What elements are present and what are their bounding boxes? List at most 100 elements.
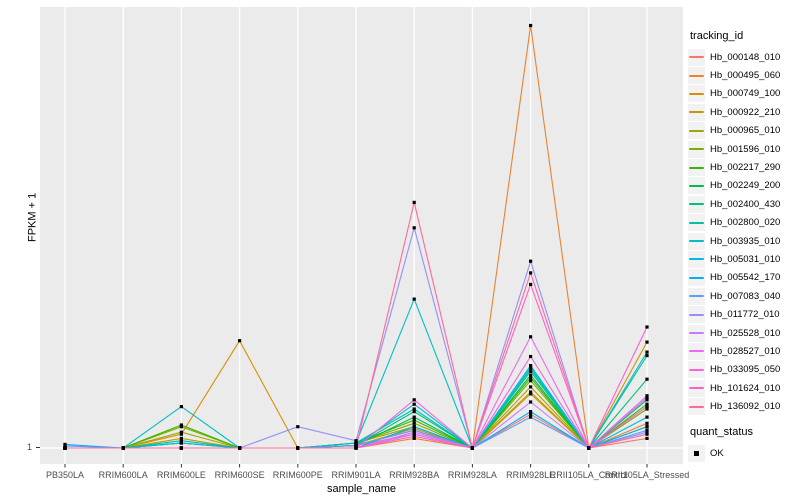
line-swatch-icon bbox=[689, 313, 704, 316]
x-tick-label-RRIM928LA: RRIM928LA bbox=[447, 470, 497, 480]
legend-item-Hb_000495_060: Hb_000495_060 bbox=[688, 66, 800, 85]
legend-item-label: Hb_002400_430 bbox=[710, 198, 781, 210]
legend-item-label: Hb_000749_100 bbox=[710, 88, 781, 100]
x-tick-label-RRIM600PE: RRIM600PE bbox=[272, 470, 323, 480]
tracking-id-legend-title: tracking_id bbox=[690, 30, 744, 42]
x-tick-label-RRIM928BA: RRIM928BA bbox=[389, 470, 440, 480]
legend-item-Hb_002400_430: Hb_002400_430 bbox=[688, 195, 800, 213]
line-swatch-icon bbox=[689, 184, 704, 187]
legend-color-swatch bbox=[688, 250, 705, 268]
legend-item-Hb_000965_010: Hb_000965_010 bbox=[688, 122, 800, 140]
ok-point-swatch bbox=[688, 444, 705, 462]
line-swatch-icon bbox=[689, 74, 704, 77]
line-swatch-icon bbox=[689, 148, 704, 151]
legend-item-Hb_000922_210: Hb_000922_210 bbox=[688, 103, 800, 121]
line-swatch-icon bbox=[689, 129, 704, 132]
x-tick-label-RRIM600LA: RRIM600LA bbox=[98, 470, 148, 480]
x-tick-label-PB350LA: PB350LA bbox=[45, 470, 85, 480]
legend-item-label: Hb_136092_010 bbox=[710, 401, 781, 413]
legend-color-swatch bbox=[688, 214, 705, 232]
square-point-icon bbox=[694, 450, 699, 456]
line-swatch-icon bbox=[689, 221, 704, 224]
legend-item-label: Hb_007083_040 bbox=[710, 290, 781, 302]
legend-item-label: Hb_002249_200 bbox=[710, 180, 781, 192]
legend-color-swatch bbox=[688, 67, 705, 85]
legend-item-label: Hb_003935_010 bbox=[710, 235, 781, 247]
legend-item-label: Hb_028527_010 bbox=[710, 345, 781, 357]
legend-item-Hb_005542_170: Hb_005542_170 bbox=[688, 269, 800, 287]
legend-item-label: OK bbox=[710, 447, 724, 459]
tracking-id-legend-items: Hb_000148_010 Hb_000495_060 Hb_000749_100 H… bbox=[688, 48, 800, 416]
legend-item-label: Hb_000922_210 bbox=[710, 106, 781, 118]
line-swatch-icon bbox=[689, 405, 704, 408]
legend-item-Hb_002249_200: Hb_002249_200 bbox=[688, 177, 800, 195]
legend-color-swatch bbox=[688, 342, 705, 360]
line-swatch-icon bbox=[689, 368, 704, 371]
legend-item-Hb_002800_020: Hb_002800_020 bbox=[688, 214, 800, 232]
legend-item-Hb_005031_010: Hb_005031_010 bbox=[688, 250, 800, 268]
x-tick-label-RRIM600SE: RRIM600SE bbox=[214, 470, 265, 480]
y-axis-title: FPKM + 1 bbox=[26, 192, 39, 242]
line-swatch-icon bbox=[689, 332, 704, 335]
y-tick-mark bbox=[36, 447, 40, 448]
legend-item-label: Hb_101624_010 bbox=[710, 382, 781, 394]
legend-item-label: Hb_011772_010 bbox=[710, 309, 780, 321]
legend-item-label: Hb_005542_170 bbox=[710, 272, 781, 284]
line-swatch-icon bbox=[689, 350, 704, 353]
legend-color-swatch bbox=[688, 85, 705, 103]
legend-item-Hb_000148_010: Hb_000148_010 bbox=[688, 48, 800, 66]
legend-item-label: Hb_002217_290 bbox=[710, 162, 781, 174]
x-tick-label-RRIM928LE: RRIM928LE bbox=[506, 470, 556, 480]
legend-item-label: Hb_000965_010 bbox=[710, 125, 781, 137]
x-tick-label-RRIM600LE: RRIM600LE bbox=[156, 470, 206, 480]
x-tick-marks bbox=[64, 464, 648, 468]
legend-item-label: Hb_025528_010 bbox=[710, 327, 781, 339]
legend-color-swatch bbox=[688, 287, 705, 305]
legend-color-swatch bbox=[688, 398, 705, 416]
legend: tracking_id Hb_000148_010 Hb_000495_060 Hb… bbox=[688, 30, 800, 462]
legend-item-label: Hb_005031_010 bbox=[710, 253, 781, 265]
legend-color-swatch bbox=[688, 232, 705, 250]
legend-item-Hb_003935_010: Hb_003935_010 bbox=[688, 232, 800, 250]
legend-color-swatch bbox=[688, 324, 705, 342]
legend-item-label: Hb_033095_050 bbox=[710, 364, 781, 376]
x-tick-label-RRIM901LA: RRIM901LA bbox=[331, 470, 381, 480]
quant-status-legend-title: quant_status bbox=[690, 425, 753, 438]
line-swatch-icon bbox=[689, 387, 704, 390]
legend-color-swatch bbox=[688, 122, 705, 140]
legend-item-label: Hb_000495_060 bbox=[710, 70, 781, 82]
legend-color-swatch bbox=[688, 195, 705, 213]
legend-item-Hb_011772_010: Hb_011772_010 bbox=[688, 305, 800, 324]
legend-color-swatch bbox=[688, 103, 705, 121]
legend-item-label: Hb_001596_010 bbox=[710, 143, 781, 155]
legend-color-swatch bbox=[688, 379, 705, 397]
legend-item-Hb_001596_010: Hb_001596_010 bbox=[688, 140, 800, 158]
line-swatch-icon bbox=[689, 295, 704, 298]
line-swatch-icon bbox=[689, 166, 704, 169]
line-swatch-icon bbox=[689, 203, 704, 206]
data-points bbox=[63, 23, 649, 450]
legend-item-Hb_101624_010: Hb_101624_010 bbox=[688, 379, 800, 397]
gridlines bbox=[40, 7, 683, 464]
legend-item-label: Hb_002800_020 bbox=[710, 217, 781, 229]
legend-item-Hb_028527_010: Hb_028527_010 bbox=[688, 342, 800, 360]
legend-item-Hb_000749_100: Hb_000749_100 bbox=[688, 85, 800, 103]
plot-canvas bbox=[40, 7, 683, 468]
legend-item-Hb_007083_040: Hb_007083_040 bbox=[688, 287, 800, 305]
legend-item-Hb_025528_010: Hb_025528_010 bbox=[688, 324, 800, 342]
line-swatch-icon bbox=[689, 258, 704, 261]
plot-panel bbox=[40, 7, 683, 468]
legend-color-swatch bbox=[688, 306, 705, 324]
legend-item-label: Hb_000148_010 bbox=[710, 51, 781, 63]
y-tick-label: 1 bbox=[26, 442, 32, 452]
legend-item-Hb_002217_290: Hb_002217_290 bbox=[688, 158, 800, 177]
x-tick-label-RRII105LA_Control: RRII105LA_Control bbox=[549, 470, 628, 480]
line-swatch-icon bbox=[689, 111, 704, 114]
legend-item-Hb_136092_010: Hb_136092_010 bbox=[688, 397, 800, 416]
legend-color-swatch bbox=[688, 269, 705, 287]
legend-item-ok: OK bbox=[688, 444, 800, 462]
legend-color-swatch bbox=[688, 361, 705, 379]
x-axis-title: sample_name bbox=[326, 483, 397, 495]
line-swatch-icon bbox=[689, 56, 704, 59]
